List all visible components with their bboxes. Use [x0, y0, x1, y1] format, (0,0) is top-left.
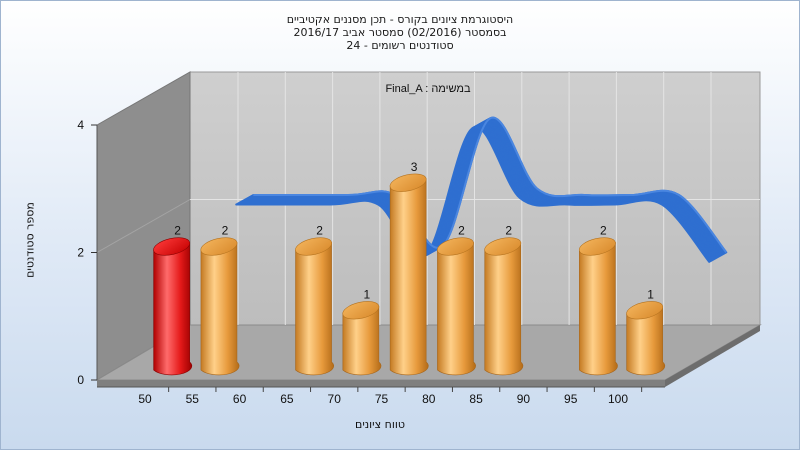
bar-85-90: 2	[484, 224, 524, 376]
bar-70-75: 1	[342, 287, 382, 376]
ribbon-layer	[235, 126, 711, 263]
bar-body	[200, 242, 240, 376]
side-grid-line	[96, 199, 191, 253]
floor-front-edge	[97, 380, 665, 387]
bar-value-label: 2	[316, 224, 323, 238]
bar-body	[153, 242, 192, 376]
y-axis-label: מספר סטודנטים	[23, 202, 37, 278]
bar-value-label: 2	[222, 224, 229, 238]
bar-top	[200, 237, 238, 256]
x-tick-label: 50	[138, 392, 152, 406]
bar-value-label: 1	[647, 287, 654, 301]
chart-enrollment: 24 - סטודנטים רשומים	[346, 39, 454, 52]
x-tick-label: 65	[280, 392, 294, 406]
x-tick-label: 60	[233, 392, 247, 406]
bar-value-label: 2	[458, 224, 465, 238]
bar-body	[437, 242, 476, 376]
bar-top	[578, 237, 616, 256]
bar-body	[484, 242, 524, 376]
chart-axes: 0 2 4 50 55 60 65 70 75 80 85 90 95 100	[77, 118, 665, 406]
task-annotation: Final_A : במשימה	[385, 83, 471, 95]
y-tick-label: 4	[77, 118, 84, 132]
x-tick-label: 85	[469, 392, 483, 406]
bar-body	[295, 242, 334, 376]
bar-65-70: 2	[295, 224, 334, 376]
bar-80-85: 2	[437, 224, 476, 376]
x-tick-label: 95	[564, 392, 578, 406]
chart-bars: 2 2 2 1 3 2 2 2 1	[153, 160, 665, 376]
bar-top	[295, 237, 332, 256]
x-axis-label: טווח ציונים	[355, 418, 405, 431]
x-tick-label: 55	[186, 392, 200, 406]
bar-50-55: 2	[153, 224, 192, 376]
bar-value-label: 2	[600, 224, 607, 238]
x-tick-label: 90	[517, 392, 531, 406]
bar-top	[437, 237, 474, 256]
bar-55-60: 2	[200, 224, 240, 376]
bar-75-80: 3	[389, 160, 429, 376]
bar-100: 1	[626, 287, 665, 376]
x-tick-label: 70	[328, 392, 342, 406]
y-tick-label: 0	[77, 373, 84, 387]
y-tick-label: 2	[77, 246, 84, 260]
x-tick-label: 75	[375, 392, 389, 406]
ribbon-top-edge	[253, 116, 728, 254]
bar-95-100: 2	[578, 224, 618, 376]
bar-body	[389, 178, 429, 376]
bar-body	[626, 305, 665, 376]
bar-value-label: 2	[174, 224, 181, 238]
bar-top	[342, 301, 380, 320]
chart-title: היסטוגרמת ציונים בקורס - תכן מסננים אקטי…	[286, 13, 514, 26]
bar-top	[484, 237, 522, 256]
bar-body	[342, 305, 382, 376]
bar-top	[153, 237, 191, 256]
x-tick-label: 100	[608, 392, 628, 406]
chart-ribbon	[235, 116, 728, 263]
bar-top	[626, 301, 664, 320]
bar-body	[579, 242, 618, 376]
bar-value-label: 2	[505, 224, 512, 238]
chart-subtitle: בסמסטר (02/2016) סמסטר אביב 2016/17	[293, 26, 507, 39]
bar-value-label: 3	[411, 160, 418, 174]
floor-right-edge	[665, 325, 760, 387]
bar-top	[389, 173, 427, 192]
bar-value-label: 1	[364, 287, 371, 301]
x-tick-label: 80	[422, 392, 436, 406]
